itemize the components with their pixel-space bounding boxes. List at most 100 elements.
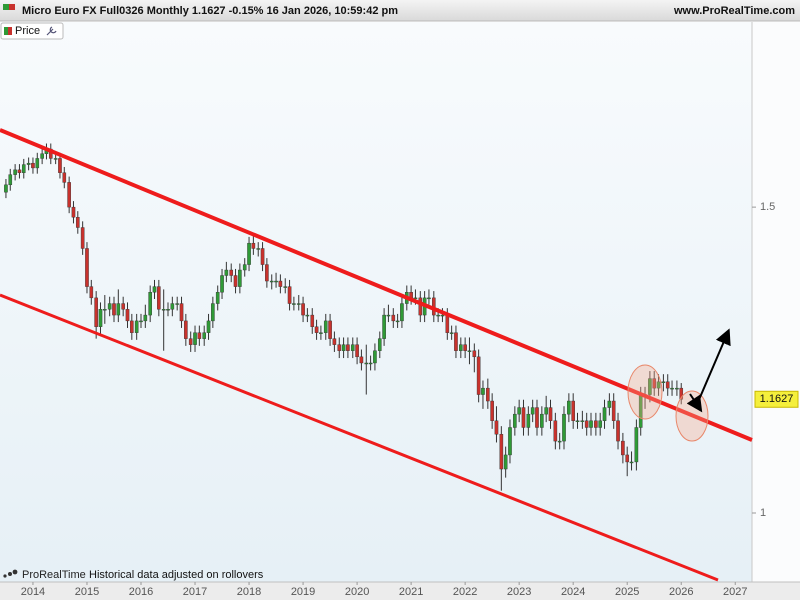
- x-tick-label: 2025: [615, 586, 639, 598]
- x-tick-label: 2024: [561, 586, 585, 598]
- candle-body: [17, 169, 22, 173]
- legend-swatch: [8, 27, 12, 35]
- candle-body: [89, 286, 94, 299]
- candle-body: [670, 387, 674, 390]
- candle-body: [544, 407, 548, 415]
- last-price-box: [754, 390, 799, 408]
- candle-body: [634, 427, 639, 463]
- legend-button[interactable]: Price: [0, 22, 64, 40]
- candle-body: [400, 303, 404, 322]
- candle-body: [40, 153, 44, 159]
- candle-body: [436, 314, 440, 317]
- settings-icon[interactable]: [46, 26, 57, 36]
- candle-body: [26, 162, 31, 165]
- candle-body: [125, 309, 130, 322]
- candle-body: [112, 303, 116, 316]
- candle-body: [517, 407, 521, 415]
- candle-body: [427, 297, 431, 300]
- candle-body: [247, 242, 251, 265]
- candle-body: [629, 461, 634, 464]
- candle-body: [594, 420, 598, 428]
- candle-body: [562, 413, 566, 442]
- candle-body: [656, 381, 661, 389]
- candle-body: [260, 248, 265, 265]
- candle-body: [472, 350, 477, 358]
- candle-body: [103, 309, 107, 311]
- candle-body: [193, 332, 197, 345]
- candle-body: [355, 344, 359, 358]
- last-price-label: 1.1627: [760, 393, 794, 405]
- candle-body: [652, 378, 657, 389]
- candle-body: [278, 280, 283, 287]
- candle-body: [224, 269, 229, 276]
- candle-body: [310, 314, 315, 327]
- candle-body: [116, 303, 121, 316]
- arrow: [686, 393, 703, 413]
- candle-body: [513, 413, 517, 428]
- y-tick-label: 1: [760, 507, 766, 519]
- x-tick-label: 2026: [669, 586, 693, 598]
- brand-icon: [12, 569, 18, 575]
- candle-body: [418, 297, 423, 316]
- x-tick-label: 2027: [723, 586, 747, 598]
- trend-line: [0, 128, 753, 442]
- candle-body: [175, 303, 179, 305]
- x-tick-label: 2019: [291, 586, 315, 598]
- plot-area: [0, 22, 752, 582]
- candle-body: [530, 407, 535, 415]
- candle-body: [206, 320, 211, 333]
- candle-body: [301, 303, 305, 316]
- candle-body: [80, 227, 85, 249]
- candle-body: [449, 332, 454, 334]
- x-tick-label: 2023: [507, 586, 531, 598]
- axes: 1 1.5 2014 2015 2016 2017 2018 2019 2020 2021 2022…: [21, 201, 799, 598]
- candle-body: [314, 326, 319, 333]
- candle-body: [580, 420, 585, 422]
- candle-body: [292, 303, 296, 305]
- candle-body: [256, 248, 261, 250]
- candle-body: [598, 420, 602, 428]
- y-tick-label: 1.5: [760, 201, 775, 213]
- candle-body: [584, 420, 589, 428]
- highlight-ellipse: [627, 364, 663, 420]
- candle-body: [567, 400, 571, 415]
- candle-body: [8, 174, 13, 186]
- arrow: [697, 328, 731, 403]
- candle-body: [440, 314, 445, 317]
- candle-body: [62, 172, 67, 183]
- candle-body: [625, 454, 630, 463]
- candle-body: [395, 320, 400, 323]
- candle-body: [287, 286, 292, 304]
- candle-body: [197, 332, 202, 339]
- footer-brand: ProRealTime: [22, 569, 86, 581]
- candle-body: [143, 314, 148, 322]
- candle-body: [157, 286, 161, 310]
- candle-body: [373, 350, 377, 364]
- footer-note: Historical data adjusted on rollovers: [89, 569, 264, 581]
- candle-body: [215, 292, 220, 304]
- candle-body: [170, 303, 175, 310]
- candle-body: [283, 286, 288, 288]
- logo: [3, 4, 9, 10]
- candle-body: [486, 387, 490, 402]
- candle-body: [368, 362, 373, 365]
- candles: [4, 143, 684, 491]
- candle-body: [661, 381, 666, 383]
- candle-body: [359, 356, 364, 364]
- candle-body: [535, 407, 539, 428]
- candle-body: [454, 332, 458, 351]
- candle-body: [476, 356, 481, 395]
- candle-body: [648, 378, 652, 395]
- candle-body: [679, 387, 684, 400]
- price-axis: [752, 22, 800, 582]
- candle-body: [148, 292, 152, 316]
- candle-body: [602, 407, 607, 421]
- candle-body: [35, 158, 40, 169]
- x-tick-label: 2015: [75, 586, 99, 598]
- candle-body: [548, 407, 553, 421]
- candle-body: [188, 338, 193, 345]
- time-axis: [0, 582, 800, 600]
- candle-body: [13, 169, 17, 175]
- candle-body: [413, 297, 418, 300]
